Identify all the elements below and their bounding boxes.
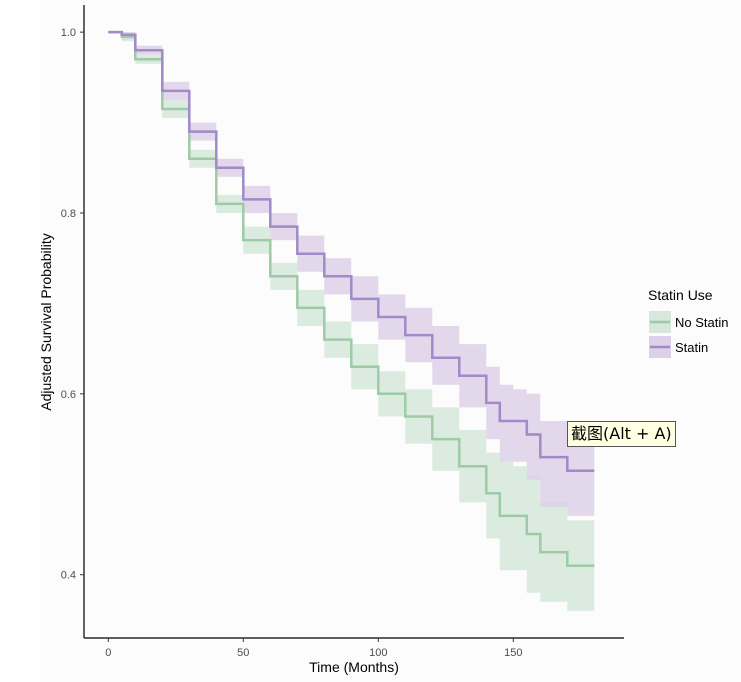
- legend-label-statin: Statin: [675, 340, 708, 355]
- confidence-band-no-statin: [108, 32, 595, 611]
- screenshot-tooltip: 截图(Alt + A): [567, 421, 676, 447]
- survival-curves: [108, 30, 595, 567]
- y-axis-ticks: 0.4 0.6 0.8 1.0: [61, 27, 84, 582]
- legend-item-no-statin: No Statin: [649, 311, 728, 333]
- x-axis-ticks: 0 50 100 150: [105, 638, 522, 659]
- x-tick-label: 0: [105, 647, 111, 659]
- x-axis-title: Time (Months): [309, 659, 399, 675]
- legend-title: Statin Use: [648, 287, 713, 303]
- confidence-bands: [108, 32, 595, 611]
- y-axis-title: Adjusted Survival Probability: [38, 233, 54, 410]
- survival-line-statin: [108, 30, 595, 472]
- x-tick-label: 50: [237, 647, 249, 659]
- legend: Statin Use No Statin Statin: [648, 287, 728, 358]
- y-tick-label: 0.4: [61, 570, 76, 582]
- survival-line-no-statin: [108, 30, 595, 567]
- y-tick-label: 0.6: [61, 389, 76, 401]
- legend-item-statin: Statin: [649, 336, 708, 358]
- y-tick-label: 0.8: [61, 208, 76, 220]
- y-tick-label: 1.0: [61, 27, 76, 39]
- x-tick-label: 100: [369, 647, 387, 659]
- x-tick-label: 150: [504, 647, 522, 659]
- legend-label-no-statin: No Statin: [675, 315, 728, 330]
- confidence-band-statin: [108, 32, 595, 516]
- plot-background: [40, 0, 741, 682]
